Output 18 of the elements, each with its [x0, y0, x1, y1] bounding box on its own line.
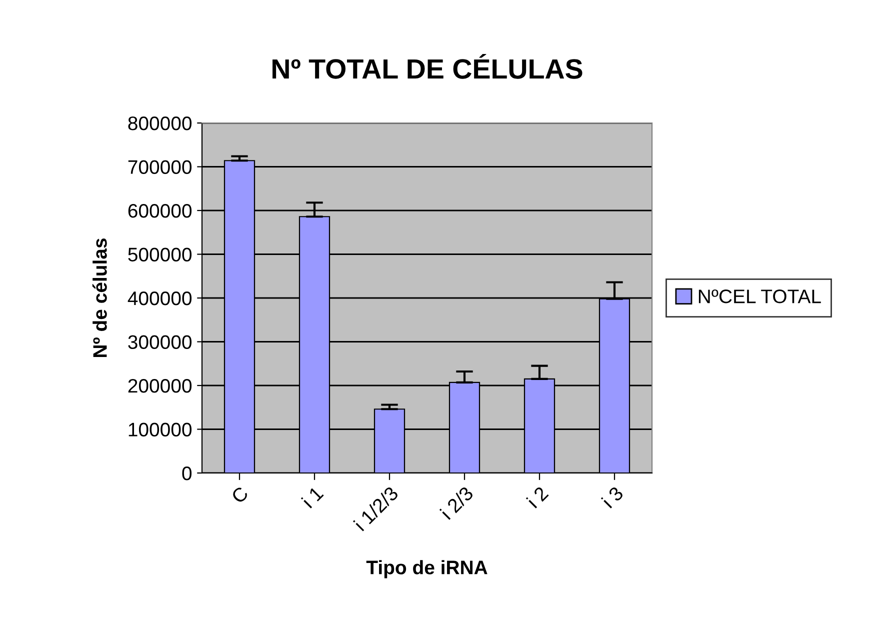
- y-tick-label: 600000: [128, 204, 192, 218]
- x-axis-title: Tipo de iRNA: [366, 560, 488, 578]
- chart-title: Nº TOTAL DE CÉLULAS: [272, 54, 582, 79]
- y-axis-title: Nº de células: [92, 238, 107, 357]
- x-tick-label: i 3: [600, 485, 624, 509]
- x-tick-label: i 2/3: [439, 485, 474, 520]
- y-tick-label: 100000: [128, 422, 192, 436]
- y-tick-label: 700000: [128, 160, 192, 174]
- x-tick-label: i 1: [300, 485, 324, 508]
- x-tick-label: C: [230, 486, 250, 504]
- y-tick-label: 400000: [128, 291, 192, 306]
- legend-label: NºCEL TOTAL: [698, 289, 821, 304]
- y-tick-label: 300000: [128, 335, 192, 349]
- y-tick-label: 800000: [128, 116, 192, 130]
- x-tick-label: i 2: [526, 485, 549, 508]
- y-tick-label: 200000: [128, 378, 192, 393]
- y-tick-label: 500000: [128, 248, 192, 262]
- y-tick-label: 0: [182, 466, 192, 480]
